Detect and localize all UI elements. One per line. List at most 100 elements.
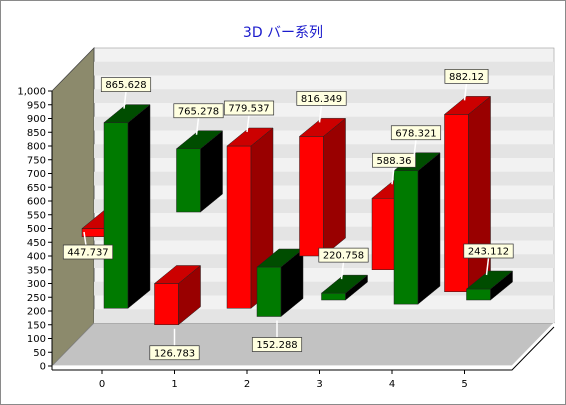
label-box	[62, 244, 114, 260]
x-tick-label: 4	[389, 379, 395, 390]
bar-side	[323, 117, 346, 257]
x-tick-label: 3	[316, 379, 322, 390]
y-tick-label: 350	[27, 265, 46, 276]
y-tick-label: 700	[27, 169, 46, 180]
bars	[81, 95, 514, 326]
bar-1-4	[393, 152, 441, 305]
label-leader	[246, 114, 250, 133]
label-text: 447.737	[67, 248, 108, 259]
label-text: 882.12	[449, 72, 484, 83]
y-tick-label: 150	[27, 320, 46, 331]
bar-top	[175, 130, 224, 149]
x-tick-label: 1	[171, 379, 177, 390]
bar-front	[154, 283, 179, 325]
y-axis: 0 50 100 150 200 250 300 350 400 450 500 550 600 650 7…	[17, 87, 53, 373]
y-tick-label: 850	[27, 128, 46, 139]
label-text: 588.36	[377, 156, 412, 167]
y-tick-label: 0	[40, 362, 46, 373]
label-text: 220.758	[323, 251, 364, 262]
y-tick-label: 1,000	[17, 87, 46, 98]
bar-front	[226, 145, 252, 309]
grid-band	[94, 61, 554, 76]
bar-front	[466, 288, 491, 301]
label-text: 243.112	[468, 247, 509, 258]
data-label: 126.783	[149, 328, 200, 361]
label-text: 152.288	[256, 340, 297, 351]
bar-side	[127, 104, 151, 309]
label-text: 678.321	[395, 128, 436, 139]
y-tick-label: 650	[27, 183, 46, 194]
data-label: 152.288	[251, 320, 303, 352]
data-label: 447.737	[62, 231, 114, 260]
bar-top	[465, 270, 514, 290]
y-tick-label: 800	[27, 142, 46, 153]
y-tick-label: 50	[33, 348, 46, 359]
label-leader	[340, 262, 345, 280]
bar-top	[153, 265, 202, 284]
label-leader	[123, 91, 127, 109]
bar-front	[103, 122, 129, 309]
label-box	[100, 77, 152, 92]
floor	[51, 322, 555, 367]
y-tick-label: 400	[27, 252, 46, 263]
data-label: 243.112	[463, 243, 514, 276]
bar-top	[320, 274, 369, 294]
label-leader	[413, 139, 417, 157]
data-label: 588.36	[372, 152, 416, 185]
data-label: 678.321	[390, 125, 442, 157]
label-box	[173, 103, 224, 119]
label-text: 779.537	[228, 104, 269, 115]
label-box	[296, 91, 347, 106]
y-tick-label: 900	[27, 114, 46, 125]
bar-0-5	[443, 95, 492, 293]
y-tick-label: 300	[27, 279, 46, 290]
bar-front	[444, 114, 469, 292]
bar-side	[417, 152, 441, 305]
label-box	[149, 345, 200, 361]
left-wall	[51, 47, 95, 367]
y-tick-label: 750	[27, 155, 46, 166]
bar-top	[103, 104, 151, 123]
y-tick-label: 200	[27, 307, 46, 318]
label-text: 765.278	[178, 106, 219, 117]
data-label: 779.537	[223, 100, 275, 133]
label-leader	[485, 257, 490, 276]
bar-top	[298, 118, 347, 137]
bar-front	[176, 148, 201, 213]
bar-1-2	[256, 248, 304, 318]
y-tick-label: 250	[27, 293, 46, 304]
data-label: 882.12	[444, 69, 489, 101]
label-text: 865.628	[105, 80, 146, 91]
bar-side	[468, 95, 491, 293]
data-label: 765.278	[173, 103, 224, 135]
data-label: 816.349	[296, 91, 347, 123]
label-box	[372, 152, 416, 168]
y-tick-label: 950	[27, 100, 46, 111]
bar-1-1	[175, 130, 224, 213]
y-tick-label: 100	[27, 334, 46, 345]
y-tick-label: 500	[27, 224, 46, 235]
bar-front	[371, 198, 397, 270]
label-box	[390, 125, 442, 141]
label-leader	[195, 117, 200, 135]
y-tick-label: 450	[27, 238, 46, 249]
bar-front	[81, 228, 107, 237]
data-label: 865.628	[100, 77, 152, 109]
label-leader	[318, 105, 323, 123]
label-box	[318, 247, 369, 263]
bar-front	[321, 292, 346, 301]
bar-top	[226, 127, 274, 147]
bar-front	[299, 136, 324, 257]
bar-0-1	[153, 264, 202, 326]
bar-0-3	[298, 117, 347, 257]
data-label: 220.758	[318, 247, 369, 280]
y-tick-label: 600	[27, 197, 46, 208]
chart-title: 3D バー系列	[243, 25, 323, 41]
label-text: 126.783	[154, 348, 195, 359]
bar-1-5	[465, 270, 514, 301]
label-leader	[463, 83, 468, 101]
x-tick-label: 0	[99, 379, 105, 390]
bar-front	[393, 170, 419, 305]
floor-edge	[52, 322, 555, 367]
